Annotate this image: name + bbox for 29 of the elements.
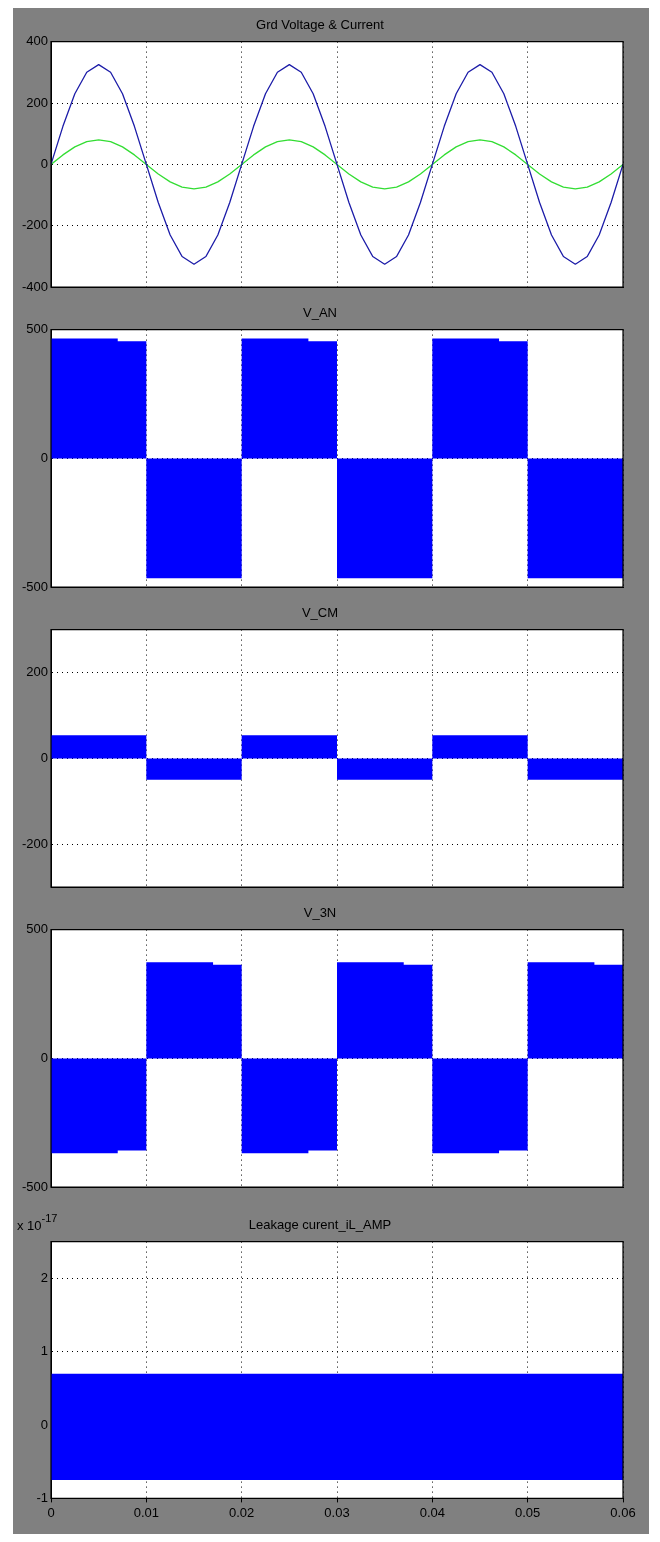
x-tick-label: 0.06 bbox=[610, 1504, 636, 1520]
y-tick-label: 0 bbox=[40, 155, 48, 171]
y-tick-label: 0 bbox=[40, 1416, 48, 1432]
y-tick-label: -1 bbox=[36, 1489, 48, 1505]
y-tick-label: 0 bbox=[40, 1049, 48, 1065]
y-tick-label: -500 bbox=[21, 578, 48, 594]
chart-title: V_3N bbox=[303, 905, 337, 921]
y-tick-label: 0 bbox=[40, 749, 48, 765]
x-tick-label: 0.01 bbox=[133, 1504, 159, 1520]
y-tick-label: -200 bbox=[21, 835, 48, 851]
y-tick-label: 400 bbox=[26, 33, 48, 49]
y-tick-label: -200 bbox=[21, 217, 48, 233]
y-tick-label: 1 bbox=[40, 1343, 48, 1359]
x-tick-label: 0.04 bbox=[419, 1504, 445, 1520]
x-tick-label: 0.05 bbox=[515, 1504, 541, 1520]
y-tick-label: 200 bbox=[26, 94, 48, 110]
y-tick-label: 500 bbox=[26, 321, 48, 337]
y-tick-label: 200 bbox=[26, 664, 48, 680]
y-tick-label: 500 bbox=[26, 921, 48, 937]
x-tick-label: 0.02 bbox=[229, 1504, 255, 1520]
chart-title: V_AN bbox=[303, 305, 337, 321]
chart-title: Grd Voltage & Current bbox=[256, 17, 385, 33]
x-tick-label: 0.03 bbox=[324, 1504, 350, 1520]
chart-title: V_CM bbox=[301, 605, 339, 621]
y-tick-label: -400 bbox=[21, 278, 48, 294]
chart-title: Leakage curent_iL_AMP bbox=[248, 1217, 392, 1233]
y-tick-label: 2 bbox=[40, 1269, 48, 1285]
y-tick-label: -500 bbox=[21, 1178, 48, 1194]
y-tick-label: 0 bbox=[40, 449, 48, 465]
